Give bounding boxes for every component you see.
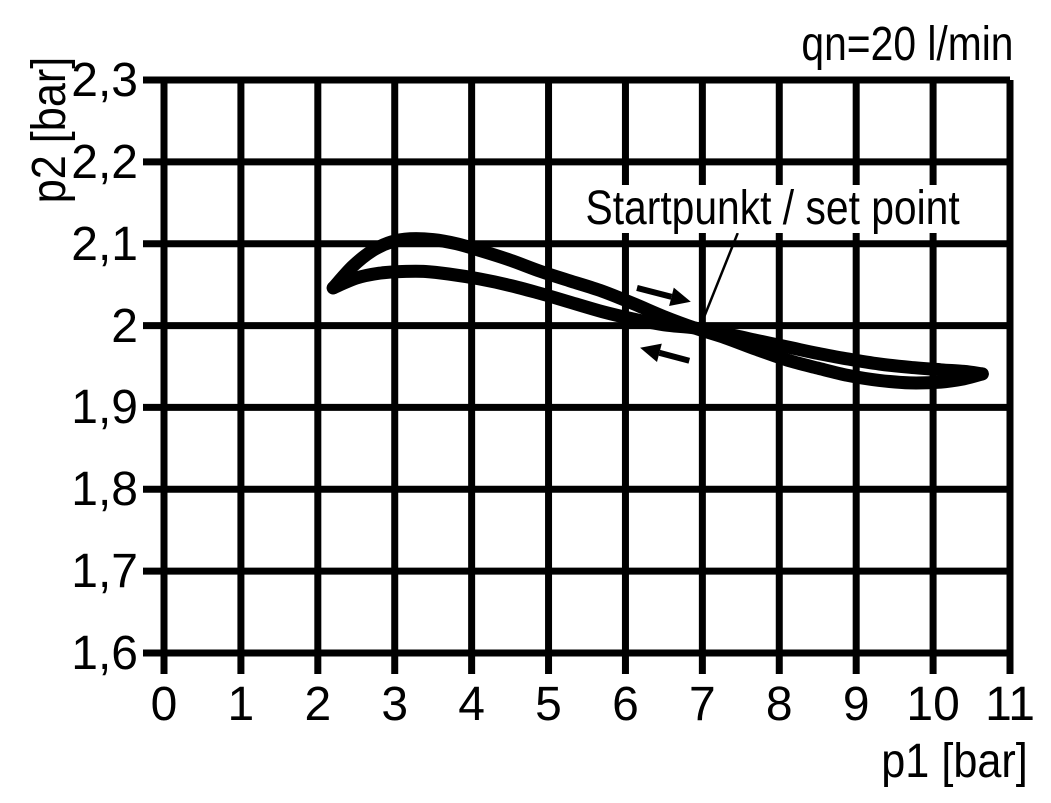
y-tick-label: 2 bbox=[111, 299, 138, 353]
x-tick-label: 3 bbox=[381, 678, 409, 731]
y-tick-label: 1,9 bbox=[71, 381, 138, 435]
y-axis-label: p2 [bar] bbox=[23, 56, 76, 204]
return-direction-arrow-shaft bbox=[658, 349, 691, 364]
set-point-leader-line bbox=[700, 232, 739, 323]
flow-rate-annotation: qn=20 l/min bbox=[800, 18, 1013, 71]
y-tick-label: 1,6 bbox=[71, 627, 138, 680]
curve-return-branch bbox=[326, 264, 989, 381]
y-tick-label: 2,1 bbox=[71, 217, 138, 271]
x-tick-label: 2 bbox=[304, 678, 332, 731]
x-tick-label: 5 bbox=[535, 678, 562, 731]
x-tick-label: 7 bbox=[689, 678, 716, 731]
forward-direction-arrow-head bbox=[669, 287, 691, 306]
x-tick-label: 4 bbox=[458, 678, 485, 731]
forward-direction-arrow-shaft bbox=[636, 285, 673, 300]
x-tick-label: 9 bbox=[842, 678, 870, 731]
x-tick-label: 8 bbox=[765, 678, 793, 731]
y-tick-label: 1,7 bbox=[71, 545, 138, 599]
return-direction-arrow-head bbox=[640, 343, 662, 362]
x-tick-label: 6 bbox=[612, 678, 639, 731]
x-axis-label: p1 [bar] bbox=[881, 735, 1028, 788]
set-point-annotation: Startpunkt / set point bbox=[577, 185, 969, 233]
x-tick-label: 10 bbox=[906, 678, 960, 731]
y-tick-label: 2,2 bbox=[71, 135, 138, 189]
y-tick-label: 1,8 bbox=[71, 463, 138, 517]
x-tick-label: 11 bbox=[985, 678, 1035, 731]
curve-forward-branch bbox=[326, 232, 989, 390]
x-tick-label: 0 bbox=[150, 678, 178, 731]
y-tick-label: 2,3 bbox=[71, 54, 138, 107]
x-tick-label: 1 bbox=[227, 678, 255, 731]
